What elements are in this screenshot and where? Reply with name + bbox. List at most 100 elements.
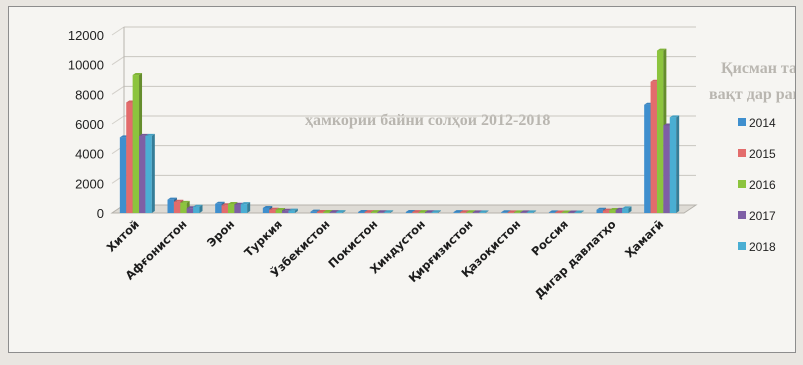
bar-top — [405, 209, 416, 212]
bar-face — [221, 205, 228, 213]
bar-face — [650, 81, 657, 213]
bar-face — [418, 212, 426, 213]
bar-face — [561, 212, 569, 214]
bar-face — [316, 211, 324, 213]
background-text-line: Қисман таҳқиқ аз бар саноат ва ба сифат … — [721, 60, 795, 77]
bar-face — [364, 212, 371, 213]
bar-side — [294, 208, 298, 213]
y-tick-label: 8000 — [75, 87, 104, 102]
bar-face — [526, 212, 534, 213]
bar-side — [342, 210, 346, 213]
y-tick-label: 0 — [97, 206, 104, 221]
bar-face — [139, 135, 146, 213]
bar-top — [418, 210, 429, 213]
bar-top — [513, 210, 524, 213]
y-tick-label: 2000 — [75, 176, 104, 191]
bar — [193, 204, 203, 213]
bar-side — [533, 210, 537, 213]
y-tick-label: 10000 — [68, 58, 104, 73]
bar-side — [390, 210, 394, 213]
bar-face — [193, 206, 200, 213]
bar-top — [574, 210, 584, 213]
gridline-side — [111, 115, 125, 125]
bar-top — [364, 210, 374, 213]
bar — [526, 210, 537, 213]
bar-face — [227, 203, 235, 213]
bar-face — [548, 212, 556, 213]
legend-swatch — [738, 211, 746, 219]
bar-top — [262, 205, 273, 208]
background-text-line: ҳамкории байни солҳои 2012-2018 — [305, 112, 550, 129]
bar-top — [269, 207, 279, 210]
bar-face — [234, 204, 241, 213]
bar-face — [622, 208, 629, 213]
bar-side — [437, 210, 441, 213]
legend-item: 2015 — [738, 147, 776, 161]
bar-top — [173, 199, 184, 202]
bar-top — [145, 133, 155, 136]
bar-face — [609, 210, 616, 213]
bar-top — [431, 210, 441, 213]
bar-face — [310, 211, 317, 213]
bar-face — [282, 210, 289, 213]
bar-face — [501, 212, 508, 213]
bar-top — [139, 133, 149, 136]
x-tick-label: Дигар давлатҳо — [532, 217, 619, 301]
bar-face — [336, 212, 343, 213]
bar-top — [472, 210, 483, 213]
bar-face — [520, 212, 527, 213]
gridline-side — [111, 56, 125, 66]
bar-top — [180, 200, 190, 203]
bar-face — [240, 204, 248, 213]
x-tick-label: Туркия — [242, 217, 285, 260]
bar-side — [199, 204, 203, 213]
bar-top — [526, 210, 537, 213]
bar-top — [240, 202, 251, 205]
background-text-line: вақт дар рақамҳо Тоҷикистон бо минтақа в… — [709, 86, 795, 103]
bar — [669, 115, 680, 213]
legend-swatch — [738, 180, 746, 188]
x-tick-label: Ҳамагӣ — [622, 217, 666, 260]
bar — [383, 210, 394, 213]
bar-face — [377, 212, 384, 213]
bar-top — [459, 210, 470, 213]
bar-side — [676, 115, 680, 213]
bar-top — [425, 210, 435, 213]
bar-top — [132, 73, 143, 76]
bar-face — [425, 212, 432, 213]
bar-face — [269, 209, 276, 213]
bar-top — [596, 207, 606, 210]
y-tick-label: 4000 — [75, 147, 104, 162]
legend-label: 2015 — [749, 147, 776, 161]
bar-side — [247, 202, 251, 213]
legend-label: 2018 — [749, 240, 776, 254]
bar-face — [507, 212, 514, 213]
bar — [145, 133, 155, 213]
bar-face — [323, 211, 330, 213]
bar-top — [288, 208, 298, 211]
x-tick-label: Россия — [529, 217, 571, 259]
bar-face — [644, 104, 651, 213]
y-tick-label: 6000 — [75, 117, 104, 132]
chart-frame: Қисман таҳқиқ аз бар саноат ва ба сифат … — [8, 6, 796, 353]
bar-top — [479, 210, 489, 213]
bar-top — [227, 201, 238, 204]
legend-swatch — [738, 149, 746, 157]
bar-face — [167, 199, 174, 213]
bar-face — [370, 212, 378, 213]
bar-side — [485, 210, 489, 213]
bar-top — [412, 210, 422, 213]
bar-top — [622, 206, 632, 209]
y-axis: 0 2000 4000 6000 8000 10000 12000 — [68, 28, 104, 221]
legend-item: 2014 — [738, 116, 776, 130]
bar-face — [132, 75, 140, 213]
bar-face — [180, 202, 187, 213]
plot-area — [110, 26, 698, 214]
bar-top — [358, 209, 368, 212]
bar-face — [453, 212, 460, 213]
bar-top — [193, 204, 203, 207]
bar-top — [167, 197, 177, 200]
bar — [288, 208, 298, 213]
bar-face — [466, 212, 473, 213]
